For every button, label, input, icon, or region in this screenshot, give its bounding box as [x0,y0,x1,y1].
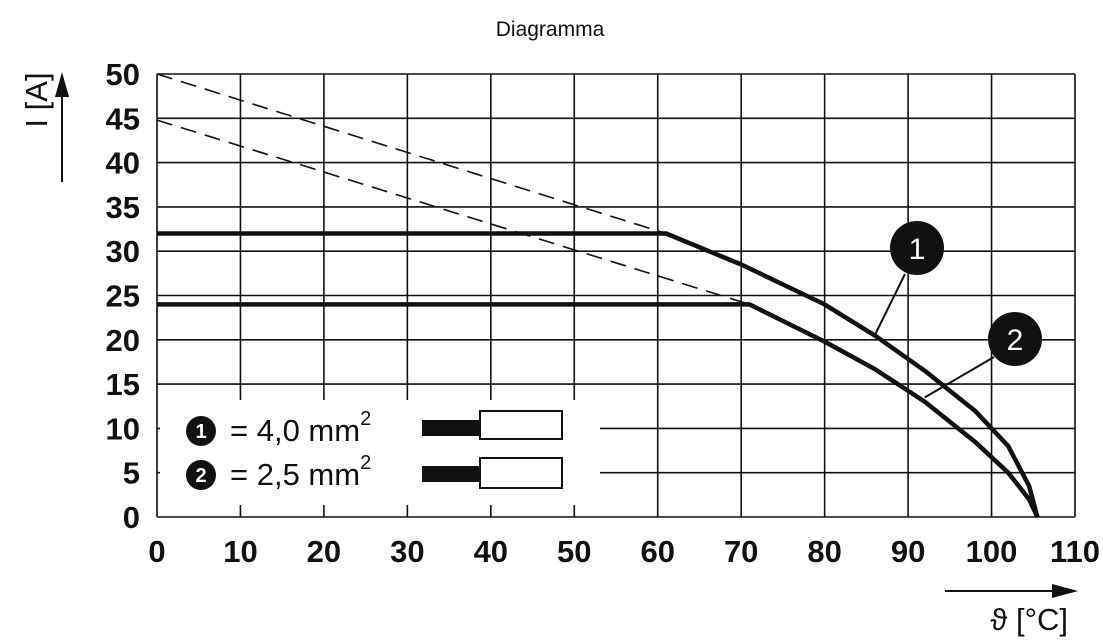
legend-entry-1: 1 = 4,0 mm2 [186,408,563,448]
x-tick-50: 50 [557,534,591,569]
y-tick-0: 0 [123,500,140,535]
x-tick-100: 100 [966,534,1018,569]
legend-badge-2 [186,460,216,490]
x-tick-0: 0 [148,534,165,569]
series-2-dashed-line [156,119,750,306]
legend-badge-2-label: 2 [195,465,206,487]
series-1-dashed-line [156,73,667,235]
x-tick-90: 90 [891,534,925,569]
legend-wire-1-conductor [422,420,480,436]
y-tick-50: 50 [106,57,140,92]
legend-wire-2-insulation [479,457,563,489]
legend-entry-2: 2 = 2,5 mm2 [186,452,563,492]
y-tick-20: 20 [106,323,140,358]
series-2-line [157,302,1040,518]
y-axis-label: I [A] [19,72,54,127]
legend: 1 = 4,0 mm2 2 = 2,5 mm2 [160,400,600,505]
y-tick-25: 25 [106,279,140,314]
x-tick-20: 20 [307,534,341,569]
callout-2-leader [924,356,995,399]
legend-wire-2-conductor [422,466,480,482]
x-axis-label-group: ϑ [°C] [945,584,1078,637]
y-tick-5: 5 [123,456,140,491]
series-1-line [157,231,1040,518]
y-axis-arrowhead [55,72,69,97]
x-axis-label: ϑ [°C] [990,602,1068,637]
x-tick-labels: 0 10 20 30 40 50 60 70 80 90 100 110 [148,534,1100,569]
legend-badge-1-label: 1 [195,421,206,443]
y-tick-35: 35 [106,190,140,225]
x-tick-40: 40 [474,534,508,569]
callout-badge-2-label: 2 [1007,324,1024,357]
x-tick-110: 110 [1050,534,1100,569]
x-tick-60: 60 [640,534,674,569]
grid [156,73,1076,518]
legend-entry-2-text: = 2,5 mm2 [230,452,371,492]
callout-2: 2 [924,312,1042,399]
chart-title: Diagramma [496,18,605,41]
legend-entry-1-text: = 4,0 mm2 [230,408,371,448]
y-tick-labels: 0 5 10 15 20 25 30 35 40 45 50 [106,57,140,535]
y-axis-label-group: I [A] [19,72,69,182]
y-tick-10: 10 [106,411,140,446]
y-tick-15: 15 [106,367,140,402]
y-tick-30: 30 [106,234,140,269]
x-tick-70: 70 [724,534,758,569]
y-tick-45: 45 [106,101,140,136]
x-tick-10: 10 [223,534,257,569]
callout-badge-1-label: 1 [909,233,926,266]
x-axis-arrowhead [1052,584,1078,598]
x-tick-80: 80 [807,534,841,569]
series-lines [156,73,1040,518]
x-tick-30: 30 [390,534,424,569]
callout-1: 1 [873,221,944,336]
callout-1-leader [873,273,906,336]
callout-badge-1 [890,221,944,275]
legend-badge-1 [186,416,216,446]
y-tick-40: 40 [106,146,140,181]
callout-badge-2 [988,312,1042,366]
legend-wire-1-insulation [479,410,563,440]
